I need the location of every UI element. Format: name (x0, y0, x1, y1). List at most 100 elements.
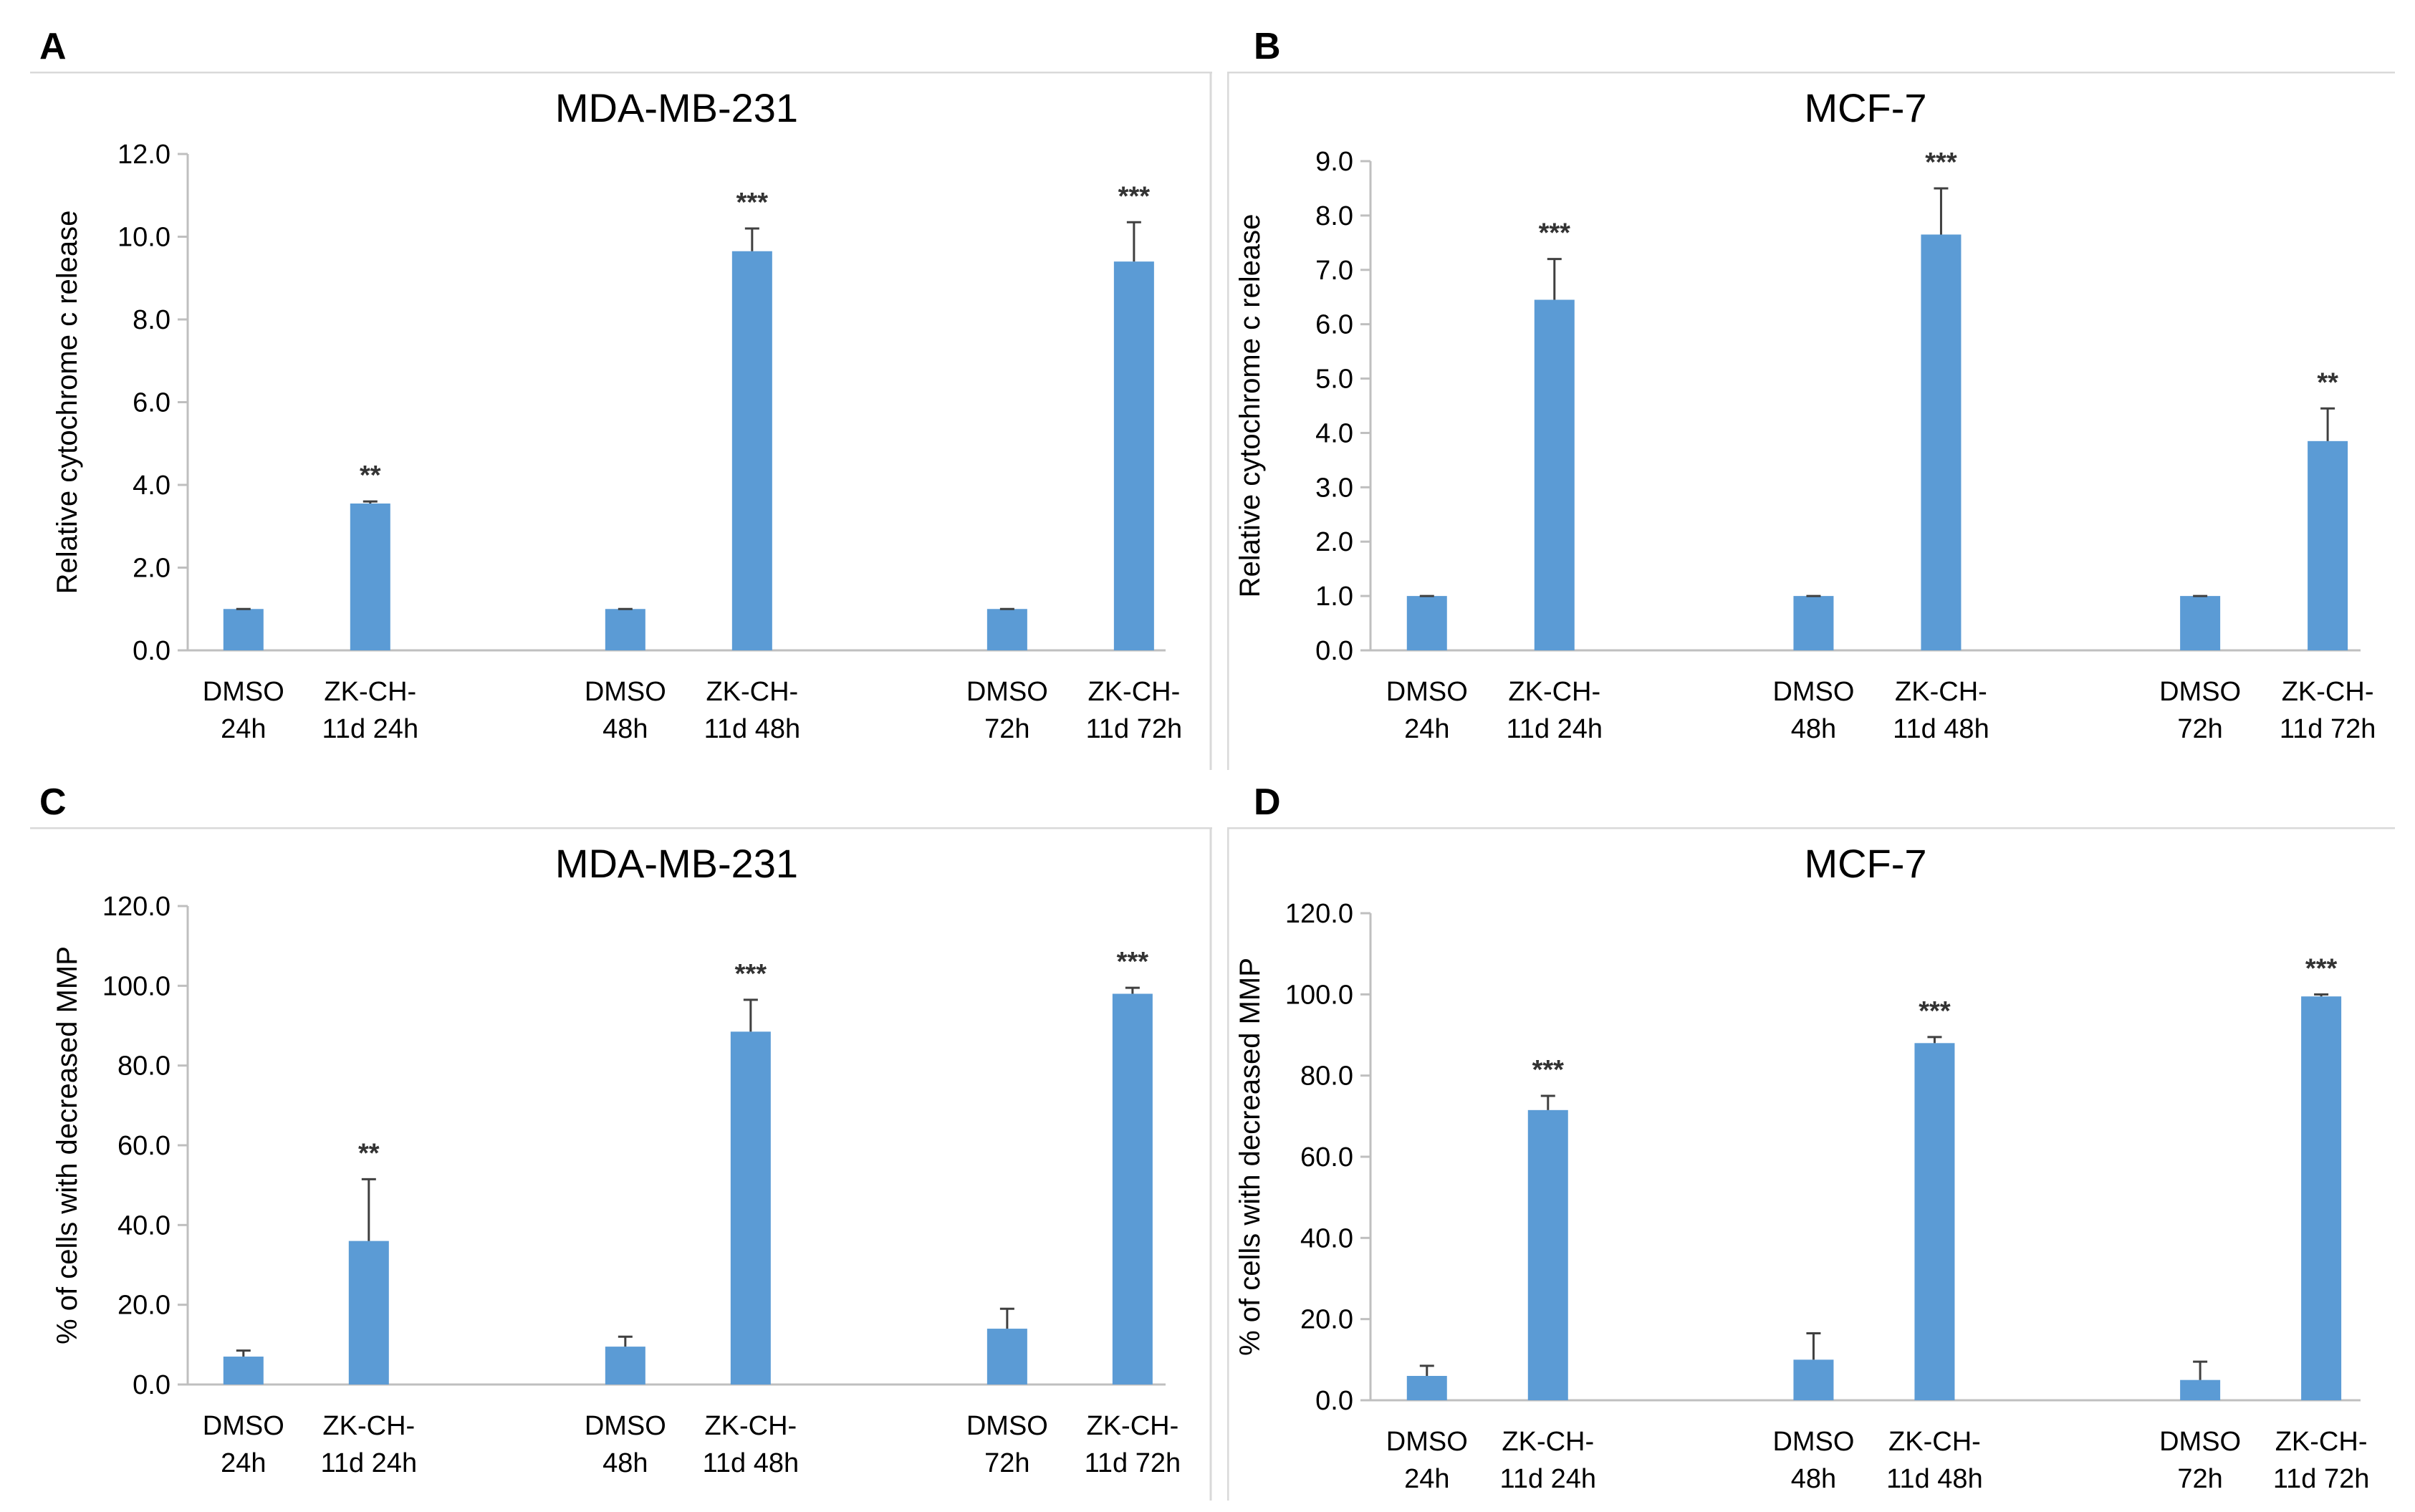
significance-label: *** (1117, 947, 1149, 977)
y-tick-label: 20.0 (117, 1291, 171, 1321)
significance-label: *** (736, 188, 769, 218)
x-tick-label: ZK-CH- (706, 677, 798, 707)
x-tick-label: 48h (602, 1448, 648, 1478)
x-tick-label: 24h (1404, 1464, 1449, 1494)
x-tick-label: 72h (2177, 714, 2222, 744)
y-tick-label: 0.0 (1315, 636, 1353, 666)
bar (1534, 299, 1575, 650)
y-tick-label: 0.0 (1315, 1386, 1353, 1416)
bar (2308, 440, 2348, 650)
x-tick-label: ZK-CH- (322, 1411, 415, 1441)
x-tick-label: ZK-CH- (2275, 1427, 2368, 1457)
x-tick-label: 48h (1791, 714, 1836, 744)
y-tick-label: 0.0 (133, 636, 171, 666)
panel-letter-a: A (39, 26, 67, 67)
y-tick-label: 2.0 (1315, 527, 1353, 557)
y-tick-label: 120.0 (102, 892, 171, 922)
x-tick-label: 11d 48h (1893, 714, 1989, 744)
y-tick-label: 60.0 (1300, 1142, 1353, 1172)
x-tick-label: ZK-CH- (2282, 677, 2374, 707)
y-tick-label: 0.0 (133, 1370, 171, 1400)
y-tick-label: 40.0 (117, 1210, 171, 1241)
y-tick-label: 8.0 (133, 305, 171, 335)
x-tick-label: 72h (2177, 1464, 2222, 1494)
y-tick-label: 100.0 (1285, 980, 1353, 1010)
bar (2180, 1379, 2221, 1400)
bar (1112, 993, 1153, 1385)
x-tick-label: ZK-CH- (324, 677, 416, 707)
chart-panel-c: MDA-MB-231 0.0 20.0 40.0 60.0 80.0 100.0 120.0%… (30, 827, 1212, 1501)
bar (1406, 596, 1447, 650)
x-tick-label: 11d 72h (2280, 714, 2376, 744)
chart-svg: MDA-MB-231 0.0 2.0 4.0 6.0 8.0 10.0 12.0 Relativ… (30, 71, 1212, 770)
y-tick-label: 2.0 (133, 554, 171, 584)
significance-label: *** (1532, 1055, 1565, 1085)
y-tick-label: 5.0 (1315, 365, 1353, 395)
x-tick-label: 11d 24h (1500, 1464, 1597, 1494)
x-tick-label: DMSO (966, 677, 1048, 707)
y-tick-label: 8.0 (1315, 201, 1353, 231)
bar (1527, 1109, 1568, 1400)
y-axis-label: Relative cytochrome c release (1234, 214, 1266, 598)
y-tick-label: 4.0 (133, 471, 171, 501)
panel-letter-d: D (1254, 781, 1281, 823)
y-axis-label: % of cells with decreased MMP (1234, 958, 1266, 1356)
x-tick-label: DMSO (203, 1411, 284, 1441)
x-tick-label: ZK-CH- (1088, 677, 1180, 707)
significance-label: *** (1118, 181, 1151, 211)
y-tick-label: 1.0 (1315, 582, 1353, 612)
bar (2301, 996, 2342, 1400)
y-tick-label: 120.0 (1285, 899, 1353, 929)
y-tick-label: 20.0 (1300, 1305, 1353, 1335)
x-tick-label: DMSO (2159, 677, 2241, 707)
bar (1921, 234, 1962, 650)
bar (1793, 596, 1834, 650)
x-tick-label: 11d 24h (1507, 714, 1603, 744)
x-tick-label: DMSO (1386, 1427, 1468, 1457)
x-tick-label: 11d 24h (322, 714, 419, 744)
chart-panel-a: MDA-MB-231 0.0 2.0 4.0 6.0 8.0 10.0 12.0 Relativ… (30, 71, 1212, 770)
bar (2180, 596, 2221, 650)
chart-title: MCF-7 (1804, 841, 1926, 886)
x-tick-label: ZK-CH- (1086, 1411, 1178, 1441)
x-tick-label: 11d 24h (321, 1448, 418, 1478)
bar (1914, 1043, 1955, 1400)
x-tick-label: DMSO (1386, 677, 1468, 707)
y-axis-label: Relative cytochrome c release (52, 211, 83, 594)
bar (223, 609, 264, 650)
chart-title: MDA-MB-231 (555, 85, 798, 130)
x-tick-label: ZK-CH- (704, 1411, 797, 1441)
x-tick-label: 48h (1791, 1464, 1836, 1494)
bar (986, 609, 1027, 650)
y-tick-label: 4.0 (1315, 418, 1353, 448)
x-tick-label: ZK-CH- (1888, 1427, 1981, 1457)
significance-label: ** (2317, 367, 2338, 398)
bar (1406, 1376, 1447, 1400)
chart-panel-b: MCF-7 0.0 1.0 2.0 3.0 4.0 5.0 6.0 7.0 8.0 9.0 Relat… (1226, 71, 2395, 770)
panel-letter-b: B (1254, 26, 1281, 67)
bar (605, 609, 645, 650)
x-tick-label: 11d 72h (2273, 1464, 2370, 1494)
y-tick-label: 6.0 (1315, 310, 1353, 340)
significance-label: *** (1919, 996, 1951, 1026)
chart-title: MDA-MB-231 (555, 841, 798, 886)
chart-svg: MCF-7 0.0 1.0 2.0 3.0 4.0 5.0 6.0 7.0 8.0 9.0 Relat… (1226, 71, 2395, 770)
bar (730, 1031, 771, 1385)
x-tick-label: 72h (984, 714, 1029, 744)
significance-label: *** (1925, 148, 1957, 178)
x-tick-label: 48h (602, 714, 648, 744)
bar (348, 1241, 389, 1385)
y-axis-label: % of cells with decreased MMP (52, 946, 83, 1344)
x-tick-label: 11d 48h (703, 1448, 800, 1478)
y-tick-label: 40.0 (1300, 1223, 1353, 1253)
x-tick-label: DMSO (203, 677, 284, 707)
significance-label: *** (735, 959, 767, 989)
y-tick-label: 12.0 (117, 140, 171, 170)
x-tick-label: DMSO (1772, 1427, 1854, 1457)
x-tick-label: DMSO (2159, 1427, 2241, 1457)
bar (1113, 261, 1154, 650)
significance-label: ** (360, 461, 381, 491)
chart-panel-d: MCF-7 0.0 20.0 40.0 60.0 80.0 100.0 120.0 % of c… (1226, 827, 2395, 1501)
bar (605, 1347, 645, 1385)
y-tick-label: 60.0 (117, 1131, 171, 1161)
